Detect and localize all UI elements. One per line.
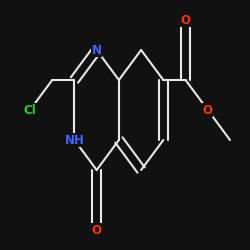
Text: Cl: Cl — [24, 104, 36, 117]
Text: NH: NH — [64, 134, 84, 146]
Text: O: O — [180, 14, 190, 26]
Text: O: O — [203, 104, 213, 117]
Text: O: O — [92, 224, 102, 236]
Text: N: N — [92, 44, 102, 57]
